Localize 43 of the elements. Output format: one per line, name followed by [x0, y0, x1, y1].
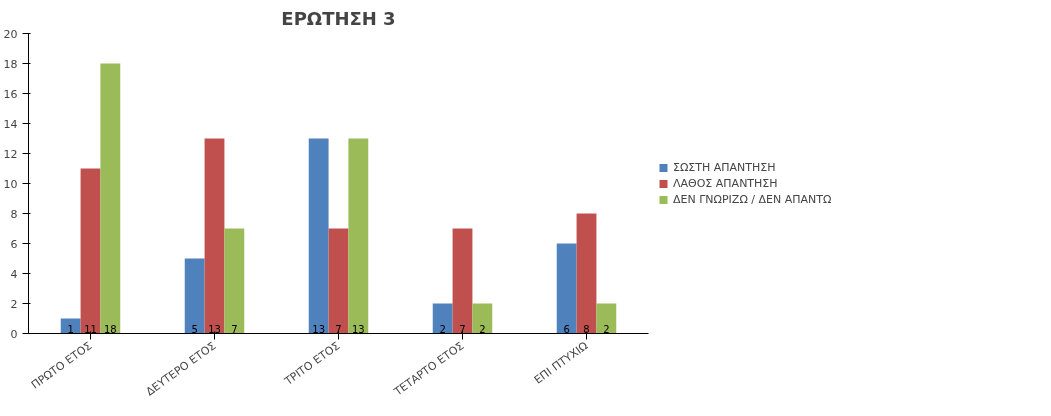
legend-label: ΣΩΣΤΗ ΑΠΑΝΤΗΣΗ: [673, 160, 776, 174]
y-tick-label: 14: [3, 117, 18, 131]
chart-title: ΕΡΩΤΗΣΗ 3: [281, 7, 396, 29]
bar: [224, 228, 245, 334]
data-label: 13: [208, 323, 221, 335]
data-label: 13: [312, 323, 326, 335]
y-tick-label: 8: [10, 207, 18, 221]
bar: [556, 243, 577, 334]
data-label: 7: [459, 323, 466, 335]
y-tick-label: 2: [10, 297, 18, 311]
bar: [80, 168, 101, 334]
bar: [576, 213, 597, 334]
data-label: 2: [439, 323, 446, 335]
data-label: 7: [231, 323, 238, 335]
y-tick-label: 10: [3, 177, 18, 191]
y-tick-label: 4: [10, 267, 18, 281]
data-label: 7: [335, 323, 342, 335]
y-tick-label: 12: [3, 147, 18, 161]
data-label: 6: [563, 323, 570, 335]
data-label: 13: [351, 323, 365, 335]
data-label: 2: [603, 323, 610, 335]
legend-label: ΛΑΘΟΣ ΑΠΑΝΤΗΣΗ: [673, 176, 778, 190]
data-label: 11: [84, 323, 97, 335]
y-tick-label: 0: [10, 327, 18, 341]
bar: [472, 303, 493, 334]
bar: [204, 138, 225, 334]
legend-label: ΔΕΝ ΓΝΩΡΙΖΩ / ΔΕΝ ΑΠΑΝΤΩ: [673, 192, 832, 206]
bar: [184, 258, 205, 334]
data-label: 1: [67, 323, 74, 335]
bar: [100, 63, 121, 334]
bar: [452, 228, 473, 334]
data-label: 18: [103, 323, 117, 335]
data-label: 5: [191, 323, 198, 335]
bar: [308, 138, 329, 334]
bar: [596, 303, 617, 334]
y-tick-label: 16: [3, 87, 18, 101]
data-label: 2: [479, 323, 486, 335]
y-tick-label: 6: [10, 237, 18, 251]
bar: [328, 228, 349, 334]
bar: [432, 303, 453, 334]
bar: [348, 138, 369, 334]
y-tick-label: 18: [3, 57, 18, 71]
y-tick-label: 20: [3, 27, 18, 41]
